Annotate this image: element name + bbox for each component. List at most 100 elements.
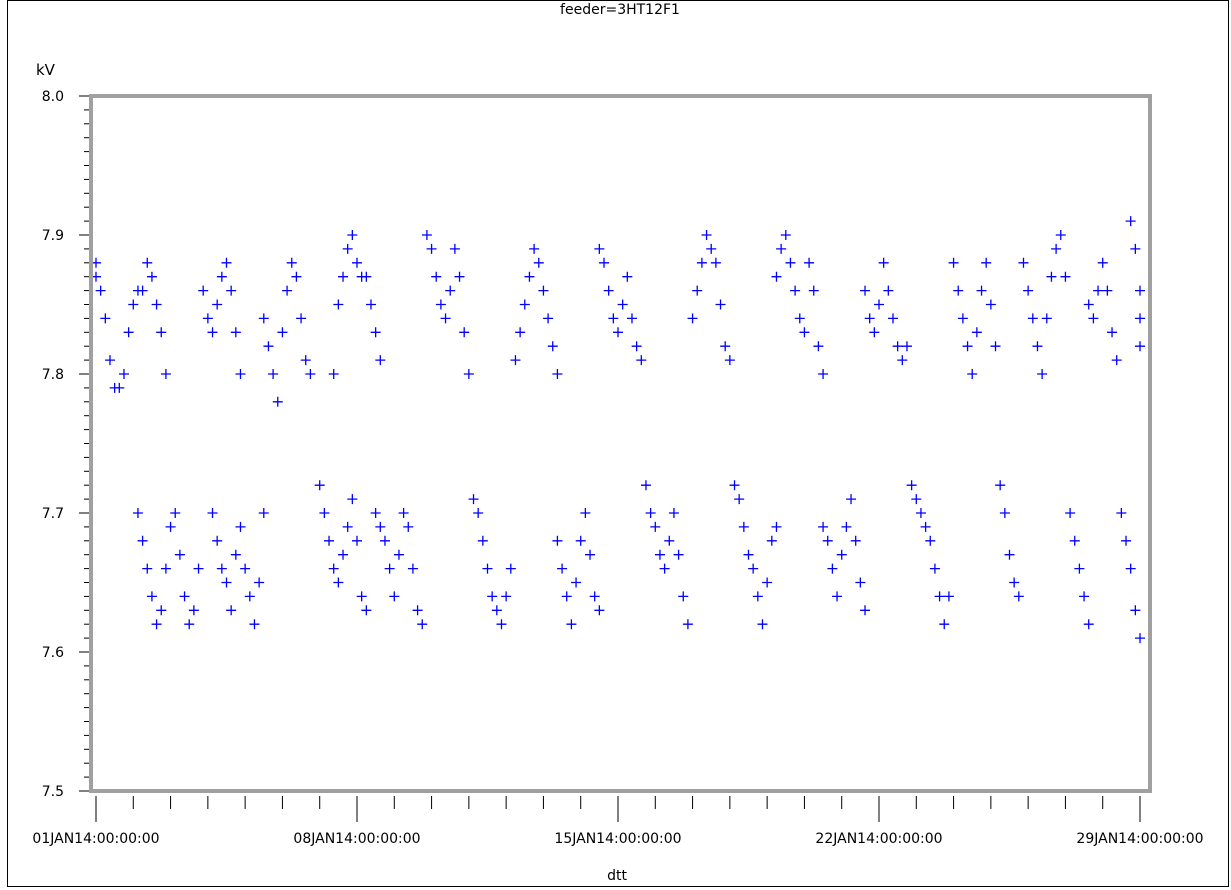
- data-point: [160, 563, 171, 574]
- data-point: [95, 285, 106, 296]
- data-point: [212, 299, 223, 310]
- data-point: [118, 369, 129, 379]
- data-point: [818, 521, 829, 532]
- data-point: [370, 327, 381, 338]
- data-point: [571, 577, 582, 588]
- data-point: [128, 299, 139, 310]
- data-point: [137, 535, 148, 546]
- data-point: [1032, 341, 1043, 352]
- data-point: [515, 327, 526, 338]
- data-point: [957, 313, 968, 324]
- data-point: [491, 605, 502, 616]
- y-tick-label: 7.7: [42, 506, 64, 522]
- data-point: [1083, 299, 1094, 310]
- data-point: [1088, 313, 1099, 324]
- data-point: [995, 480, 1006, 491]
- data-point: [240, 563, 251, 574]
- data-point: [435, 299, 446, 310]
- data-point: [272, 396, 283, 407]
- x-tick-label: 08JAN14:00:00:00: [293, 831, 420, 847]
- data-point: [170, 508, 181, 518]
- data-point: [664, 535, 675, 546]
- x-tick-label: 01JAN14:00:00:00: [32, 831, 159, 847]
- data-point: [673, 549, 684, 560]
- data-point: [855, 577, 866, 588]
- data-point: [146, 591, 157, 602]
- data-point: [682, 619, 693, 630]
- axes: 7.5 7.6 7.7 7.8 7.9 8.0 01JAN14:00:00:00 08JAN1…: [32, 89, 1203, 847]
- data-point: [384, 563, 395, 574]
- data-point: [1027, 313, 1038, 324]
- data-point: [258, 508, 269, 518]
- data-point: [687, 313, 698, 324]
- data-point: [547, 341, 558, 352]
- data-point: [1125, 216, 1136, 227]
- data-point: [613, 327, 623, 338]
- data-point: [379, 535, 390, 546]
- data-point: [193, 563, 204, 574]
- data-point: [291, 271, 302, 282]
- data-point: [393, 549, 404, 560]
- data-point: [1060, 271, 1071, 282]
- data-point: [365, 299, 376, 310]
- data-point: [1079, 591, 1090, 602]
- data-point: [692, 285, 703, 296]
- data-point: [794, 313, 805, 324]
- data-point: [235, 369, 246, 379]
- data-point: [417, 619, 428, 630]
- data-point: [347, 230, 358, 240]
- data-point: [1102, 285, 1113, 296]
- y-axis-label: kV: [36, 61, 56, 79]
- data-point: [123, 327, 134, 338]
- data-point: [165, 521, 176, 532]
- data-point: [328, 369, 339, 379]
- data-point: [342, 521, 353, 532]
- data-point: [132, 508, 143, 518]
- data-point: [678, 591, 689, 602]
- data-point: [710, 257, 721, 268]
- data-point: [706, 243, 717, 254]
- data-point: [356, 591, 367, 602]
- y-tick-label: 7.9: [42, 228, 64, 244]
- data-point: [920, 521, 931, 532]
- data-point: [389, 591, 400, 602]
- data-point: [668, 508, 679, 518]
- data-point: [282, 285, 293, 296]
- data-point: [412, 605, 423, 616]
- data-point: [561, 591, 572, 602]
- data-point: [1130, 605, 1141, 616]
- data-point: [1055, 230, 1066, 240]
- data-point: [962, 341, 973, 352]
- data-point: [850, 535, 861, 546]
- data-point: [846, 494, 857, 505]
- data-point: [1097, 257, 1108, 268]
- data-point: [510, 355, 521, 366]
- data-point: [333, 299, 344, 310]
- data-point: [440, 313, 451, 324]
- data-point: [766, 535, 777, 546]
- data-point: [370, 508, 381, 518]
- data-point: [557, 563, 568, 574]
- y-tick-label: 7.8: [42, 367, 64, 383]
- data-point: [1004, 549, 1015, 560]
- data-point: [822, 535, 833, 546]
- data-point: [198, 285, 209, 296]
- data-point: [762, 577, 773, 588]
- data-point: [501, 591, 512, 602]
- data-point: [538, 285, 549, 296]
- data-point: [230, 549, 241, 560]
- data-point: [720, 341, 731, 352]
- data-point: [463, 369, 474, 379]
- data-point: [221, 577, 232, 588]
- chart-frame: [7, 0, 1229, 887]
- data-point: [552, 369, 563, 379]
- data-point: [640, 480, 651, 491]
- data-point: [468, 494, 479, 505]
- data-point: [599, 257, 610, 268]
- data-point: [104, 355, 115, 366]
- data-point: [328, 563, 339, 574]
- data-point: [459, 327, 470, 338]
- data-point: [594, 243, 605, 254]
- data-point: [1041, 313, 1052, 324]
- data-point: [771, 271, 782, 282]
